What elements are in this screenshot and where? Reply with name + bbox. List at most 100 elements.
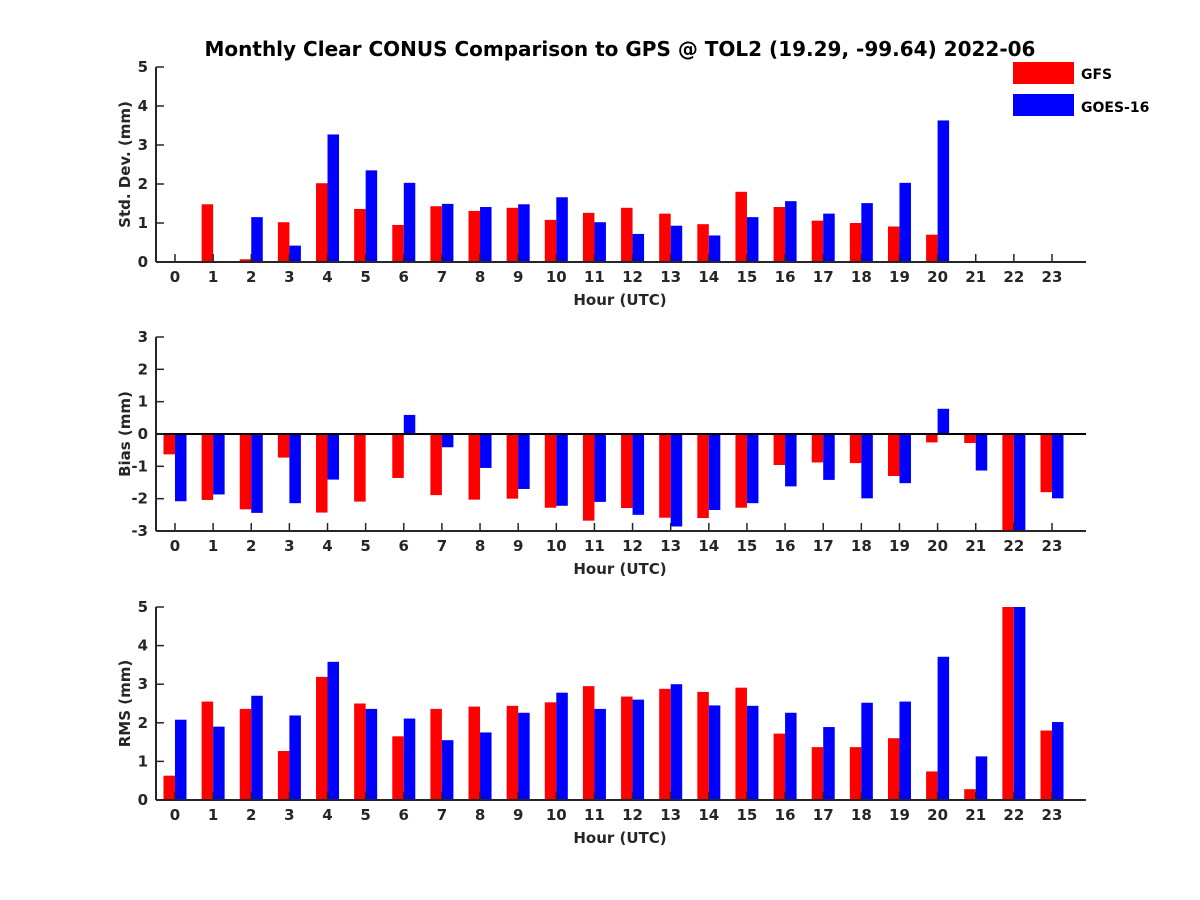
bar-goes16-hour-17 [823, 434, 835, 480]
bar-gfs-hour-3 [277, 434, 290, 458]
bar-goes16-hour-1 [213, 726, 225, 800]
bar-gfs-hour-16 [773, 733, 786, 800]
x-tick-label: 23 [1042, 268, 1063, 286]
y-tick-label: 2 [138, 714, 148, 732]
bar-goes16-hour-3 [289, 434, 301, 504]
bar-goes16-hour-14 [708, 434, 721, 510]
bar-gfs-hour-6 [392, 434, 404, 478]
bar-goes16-hour-2 [251, 695, 263, 800]
x-tick-label: 9 [513, 268, 523, 286]
bar-gfs-hour-16 [773, 207, 786, 262]
bar-gfs-hour-21 [964, 789, 976, 800]
bar-goes16-hour-7 [441, 203, 454, 262]
bar-gfs-hour-7 [430, 434, 442, 496]
x-tick-label: 0 [170, 806, 180, 824]
x-tick-label: 21 [965, 268, 986, 286]
x-tick-label: 16 [775, 537, 796, 555]
bar-gfs-hour-8 [468, 434, 481, 500]
x-tick-label: 1 [208, 806, 218, 824]
bar-gfs-hour-10 [544, 434, 557, 508]
bar-gfs-hour-0 [163, 434, 175, 455]
bar-goes16-hour-11 [594, 708, 606, 800]
bar-gfs-hour-22 [1002, 434, 1014, 531]
bar-goes16-hour-7 [441, 434, 454, 448]
bar-gfs-hour-13 [659, 688, 671, 800]
bar-goes16-hour-19 [899, 182, 911, 262]
bar-goes16-hour-7 [441, 740, 454, 800]
bar-goes16-hour-8 [480, 207, 492, 262]
bar-goes16-hour-17 [823, 213, 835, 262]
bar-goes16-hour-16 [785, 201, 797, 262]
y-tick-label: 3 [138, 328, 148, 346]
x-tick-label: 1 [208, 537, 218, 555]
y-tick-label: 5 [138, 598, 148, 616]
y-axis-label: Std. Dev. (mm) [116, 101, 134, 228]
x-tick-label: 9 [513, 806, 523, 824]
x-axis-label: Hour (UTC) [573, 560, 666, 578]
bar-gfs-hour-1 [201, 204, 214, 262]
bar-goes16-hour-14 [708, 235, 721, 262]
x-tick-label: 7 [437, 537, 447, 555]
bar-goes16-hour-4 [327, 661, 340, 800]
bar-goes16-hour-19 [899, 701, 911, 800]
bar-goes16-hour-3 [289, 715, 301, 800]
bar-goes16-hour-13 [670, 225, 683, 262]
y-tick-label: 3 [138, 136, 148, 154]
x-tick-label: 23 [1042, 806, 1063, 824]
bar-gfs-hour-17 [811, 434, 824, 463]
x-tick-label: 4 [322, 806, 332, 824]
legend-swatch-goes16 [1013, 94, 1074, 116]
x-tick-label: 2 [246, 537, 256, 555]
y-tick-label: 0 [138, 425, 148, 443]
x-tick-label: 1 [208, 268, 218, 286]
bar-gfs-hour-18 [849, 223, 862, 262]
bar-goes16-hour-0 [175, 434, 187, 502]
x-tick-label: 13 [660, 806, 681, 824]
x-tick-label: 9 [513, 537, 523, 555]
y-tick-label: 2 [138, 175, 148, 193]
x-tick-label: 5 [360, 806, 370, 824]
bar-goes16-hour-6 [403, 718, 416, 800]
bar-gfs-hour-14 [697, 434, 709, 519]
x-tick-label: 8 [475, 268, 485, 286]
bar-goes16-hour-17 [823, 727, 835, 800]
x-tick-label: 20 [927, 537, 948, 555]
x-tick-label: 11 [584, 537, 605, 555]
bar-gfs-hour-18 [849, 434, 862, 464]
y-tick-label: -3 [131, 522, 148, 540]
x-tick-label: 3 [284, 806, 294, 824]
x-tick-label: 4 [322, 537, 332, 555]
x-tick-label: 19 [889, 806, 910, 824]
bar-gfs-hour-5 [354, 703, 366, 800]
bar-goes16-hour-6 [403, 414, 416, 434]
bar-goes16-hour-9 [518, 434, 530, 489]
x-tick-label: 12 [622, 268, 643, 286]
x-tick-label: 10 [546, 537, 567, 555]
bar-goes16-hour-13 [670, 434, 683, 527]
x-tick-label: 8 [475, 806, 485, 824]
bar-goes16-hour-20 [937, 408, 950, 434]
x-tick-label: 6 [399, 806, 409, 824]
bar-gfs-hour-14 [697, 224, 709, 262]
y-tick-label: 0 [138, 253, 148, 271]
x-tick-label: 22 [1003, 268, 1024, 286]
bar-gfs-hour-5 [354, 434, 366, 502]
x-tick-label: 13 [660, 268, 681, 286]
bar-gfs-hour-19 [887, 226, 900, 262]
x-tick-label: 17 [813, 268, 834, 286]
bar-goes16-hour-2 [251, 217, 263, 262]
x-tick-label: 15 [737, 268, 758, 286]
bar-goes16-hour-2 [251, 434, 263, 513]
bar-goes16-hour-22 [1013, 607, 1026, 800]
x-tick-label: 11 [584, 268, 605, 286]
y-tick-label: 1 [138, 393, 148, 411]
bar-goes16-hour-20 [937, 120, 950, 263]
bar-gfs-hour-20 [926, 434, 938, 443]
bar-goes16-hour-16 [785, 434, 797, 487]
y-tick-label: 3 [138, 675, 148, 693]
bar-goes16-hour-5 [365, 708, 378, 800]
bar-gfs-hour-1 [201, 434, 214, 500]
